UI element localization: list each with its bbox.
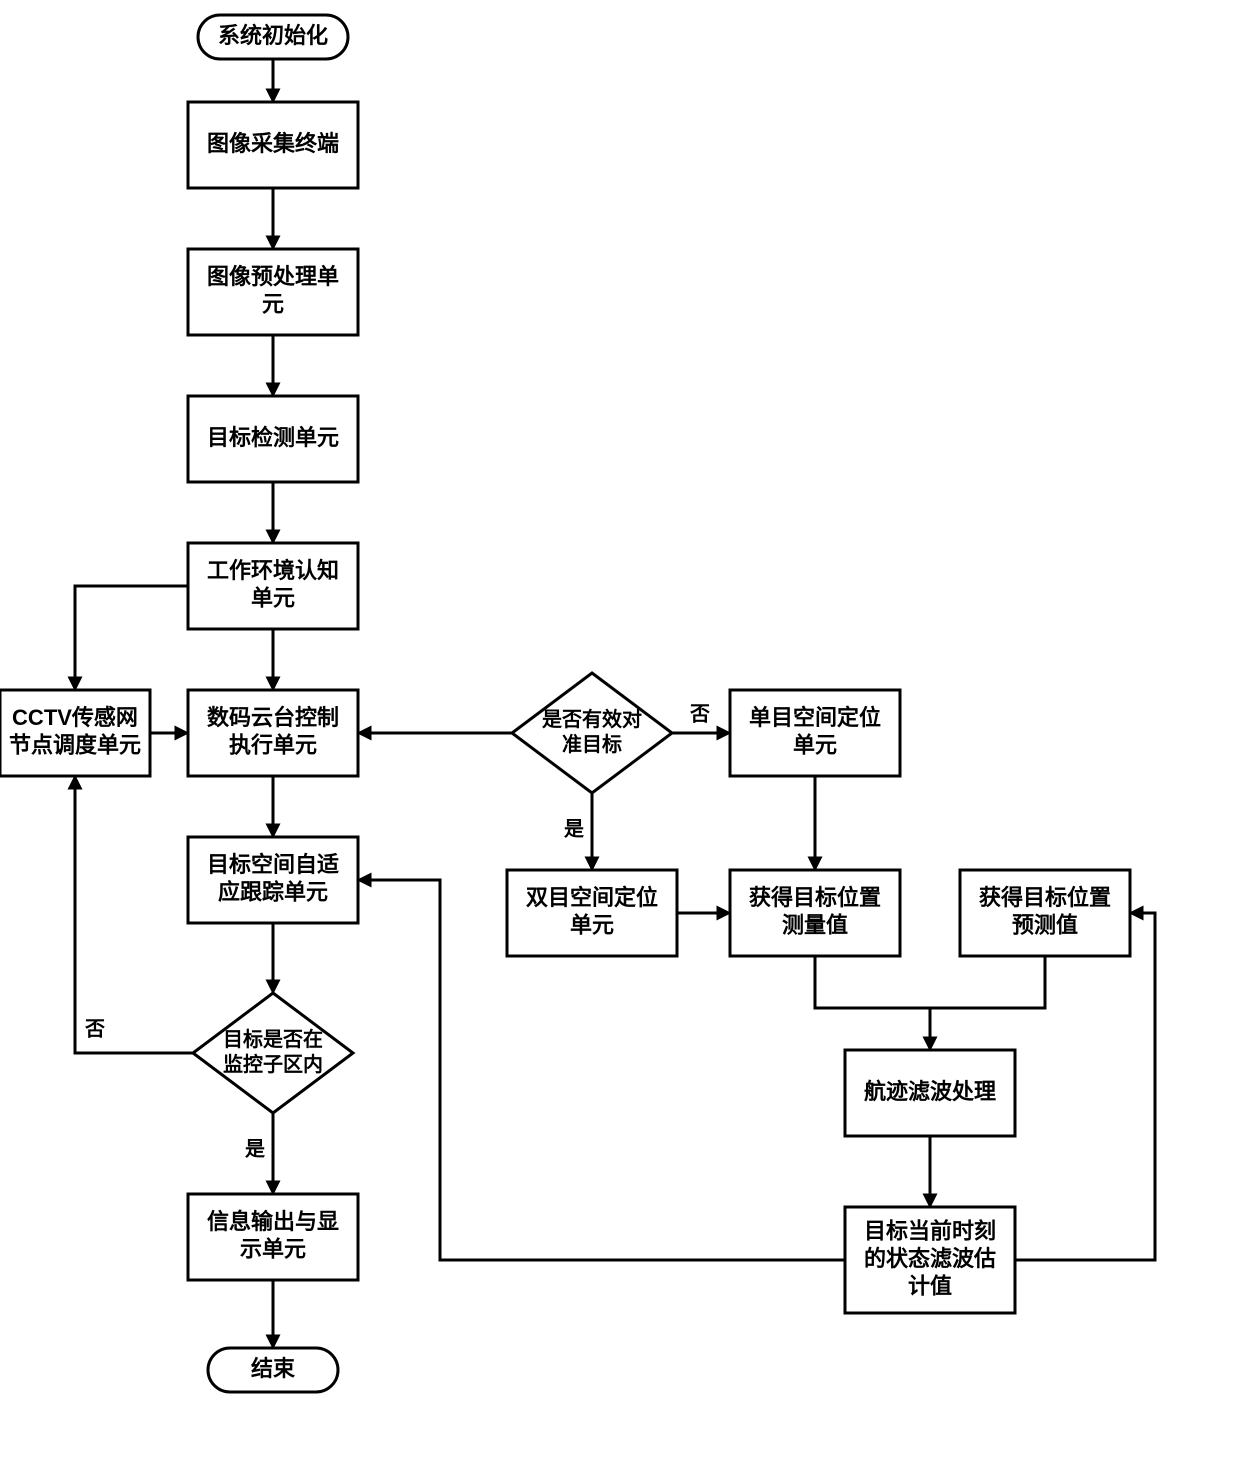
edge-20: [1015, 913, 1155, 1260]
node-text: 测量值: [782, 913, 848, 938]
node-n3: 目标检测单元: [188, 396, 358, 482]
node-n1: 图像采集终端: [188, 102, 358, 188]
node-text: 的状态滤波估: [864, 1246, 996, 1271]
node-cctv: CCTV传感网节点调度单元: [0, 690, 150, 776]
flowchart: 是否否是系统初始化图像采集终端图像预处理单元目标检测单元工作环境认知单元CCTV…: [0, 0, 1240, 1466]
node-text: 单元: [793, 733, 837, 758]
node-text: 双目空间定位: [526, 885, 658, 910]
node-bino: 双目空间定位单元: [507, 870, 677, 956]
node-mono: 单目空间定位单元: [730, 690, 900, 776]
node-d1: 是否有效对准目标: [512, 673, 672, 793]
node-text: 单元: [570, 913, 614, 938]
node-pred: 获得目标位置预测值: [960, 870, 1130, 956]
node-start: 系统初始化: [198, 15, 348, 59]
node-text: 节点调度单元: [9, 733, 141, 758]
edge-18: [930, 956, 1045, 1008]
edge-10: [75, 776, 193, 1053]
edge-7: [75, 586, 188, 690]
node-text: CCTV传感网: [12, 705, 138, 730]
node-text: 航迹滤波处理: [864, 1079, 996, 1104]
node-text: 图像采集终端: [207, 131, 339, 156]
node-text: 元: [262, 292, 284, 317]
node-text: 预测值: [1012, 913, 1078, 938]
node-n7: 信息输出与显示单元: [188, 1194, 358, 1280]
edge-label-10: 否: [84, 1018, 105, 1040]
node-text: 目标检测单元: [207, 425, 339, 450]
node-text: 结束: [251, 1356, 296, 1381]
node-text: 信息输出与显: [207, 1209, 339, 1234]
node-text: 获得目标位置: [979, 885, 1111, 910]
node-n4: 工作环境认知单元: [188, 543, 358, 629]
node-text: 工作环境认知: [207, 558, 339, 583]
node-text: 图像预处理单: [207, 264, 339, 289]
node-text: 执行单元: [229, 733, 317, 758]
node-d2: 目标是否在监控子区内: [193, 993, 353, 1113]
node-end: 结束: [208, 1348, 338, 1392]
node-text: 计值: [908, 1273, 952, 1298]
node-text: 系统初始化: [218, 23, 328, 48]
node-text: 单目空间定位: [749, 705, 881, 730]
node-text: 应跟踪单元: [218, 880, 328, 905]
node-text: 目标是否在: [223, 1027, 323, 1051]
node-text: 目标空间自适: [207, 852, 339, 877]
node-text: 准目标: [562, 732, 622, 756]
node-text: 是否有效对: [541, 707, 642, 731]
nodes: 系统初始化图像采集终端图像预处理单元目标检测单元工作环境认知单元CCTV传感网节…: [0, 15, 1130, 1392]
node-text: 监控子区内: [223, 1052, 323, 1076]
node-text: 获得目标位置: [749, 885, 881, 910]
edge-label-9: 是: [244, 1137, 265, 1160]
node-n6: 目标空间自适应跟踪单元: [188, 837, 358, 923]
node-filt: 航迹滤波处理: [845, 1050, 1015, 1136]
node-meas: 获得目标位置测量值: [730, 870, 900, 956]
node-text: 数码云台控制: [207, 705, 339, 730]
node-text: 单元: [251, 586, 295, 611]
node-text: 目标当前时刻: [864, 1218, 996, 1243]
edge-17: [815, 956, 930, 1050]
node-n2: 图像预处理单元: [188, 249, 358, 335]
node-text: 示单元: [240, 1237, 306, 1262]
edge-label-14: 是: [563, 817, 584, 840]
node-est: 目标当前时刻的状态滤波估计值: [845, 1207, 1015, 1313]
node-n5: 数码云台控制执行单元: [188, 690, 358, 776]
edge-label-13: 否: [689, 703, 710, 725]
